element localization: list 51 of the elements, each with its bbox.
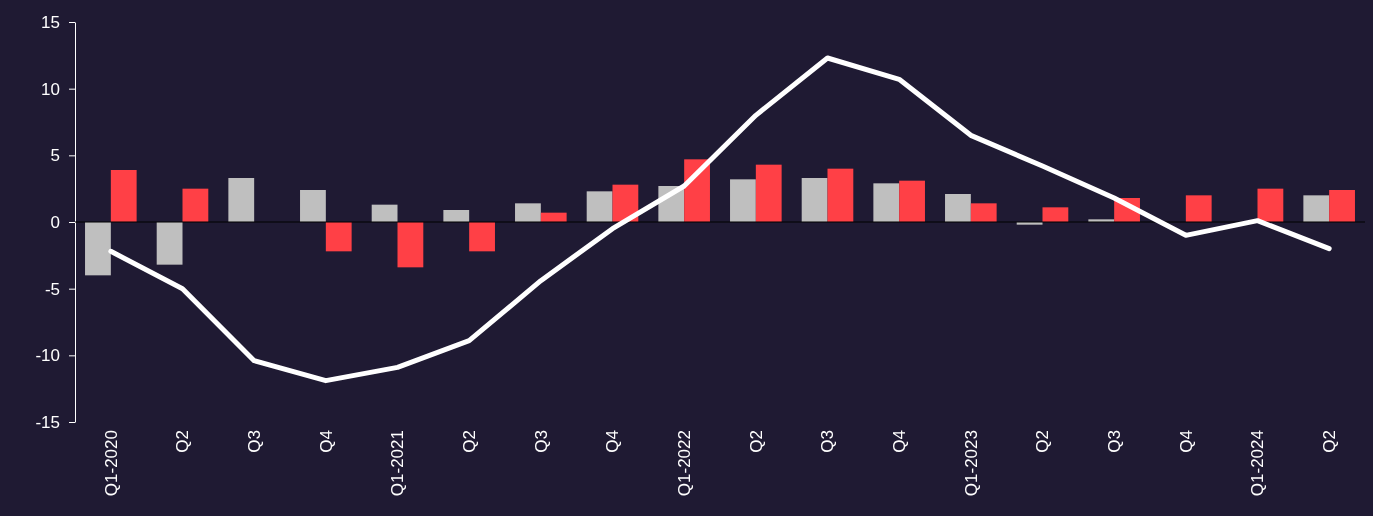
bar: [1185, 195, 1212, 222]
x-tick-label: Q4: [603, 430, 623, 453]
y-tick-label: 10: [41, 79, 60, 99]
bar: [110, 170, 137, 222]
bar: [1042, 207, 1069, 222]
x-tick-label: Q2: [460, 430, 480, 453]
bar: [182, 188, 209, 222]
x-tick-label: Q2: [746, 430, 766, 453]
bar: [873, 183, 900, 222]
x-tick-label: Q4: [1176, 430, 1196, 453]
x-tick-label: Q1-2023: [961, 430, 981, 497]
x-tick-label: Q2: [173, 430, 193, 453]
bar: [1303, 195, 1330, 222]
bar: [827, 168, 854, 222]
y-tick-label: 15: [41, 12, 60, 32]
x-tick-label: Q2: [1320, 430, 1340, 453]
bar: [730, 179, 756, 222]
bar: [970, 203, 997, 222]
x-tick-label: Q1-2021: [388, 430, 408, 497]
bar: [1257, 188, 1284, 222]
bar: [1329, 190, 1355, 222]
x-tick-label: Q1-2022: [675, 430, 695, 497]
x-tick-label: Q3: [818, 430, 838, 453]
bar: [945, 194, 971, 222]
x-tick-label: Q4: [316, 430, 336, 453]
x-tick-label: Q3: [245, 430, 265, 453]
bar: [469, 222, 495, 252]
bar: [586, 191, 613, 222]
bar: [515, 203, 541, 222]
bar: [371, 204, 398, 222]
bar: [755, 164, 782, 222]
x-tick-label: Q3: [531, 430, 551, 453]
y-tick-label: 5: [50, 146, 60, 166]
y-tick-label: -10: [35, 346, 60, 366]
y-tick-label: -5: [44, 279, 60, 299]
bar: [228, 178, 255, 222]
x-tick-label: Q4: [890, 430, 910, 453]
bar: [899, 180, 925, 222]
x-tick-label: Q1-2024: [1248, 430, 1268, 497]
x-tick-label: Q3: [1105, 430, 1125, 453]
bar: [397, 222, 424, 268]
bar: [801, 178, 828, 222]
x-tick-label: Q1-2020: [101, 430, 121, 497]
y-tick-label: -15: [35, 412, 60, 432]
bar: [300, 190, 326, 222]
bar: [443, 210, 470, 222]
bar: [325, 222, 352, 252]
bar: [85, 222, 111, 276]
y-tick-label: 0: [50, 212, 60, 232]
bar: [156, 222, 183, 265]
x-tick-label: Q2: [1033, 430, 1053, 453]
